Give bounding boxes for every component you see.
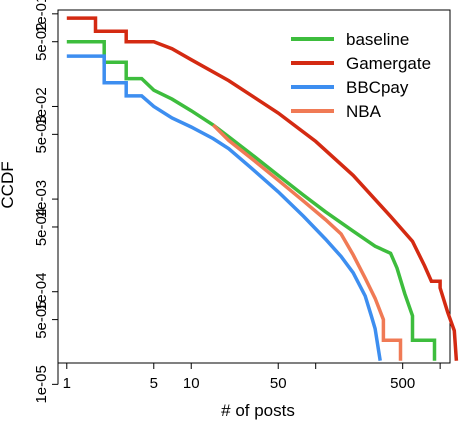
x-tick-label: 1 bbox=[63, 375, 71, 392]
legend-label-bbcpay: BBCpay bbox=[346, 78, 409, 97]
y-tick-label: 5e-04 bbox=[33, 208, 50, 246]
series-layer bbox=[66, 16, 459, 361]
series-line-gamergate bbox=[66, 16, 459, 361]
series-line-bbcpay bbox=[66, 54, 382, 361]
legend-label-baseline: baseline bbox=[346, 30, 409, 49]
y-tick-label: 1e-03 bbox=[33, 180, 50, 218]
legend-label-gamergate: Gamergate bbox=[346, 54, 431, 73]
y-tick-label: 1e-04 bbox=[33, 273, 50, 311]
x-axis-title: # of posts bbox=[221, 401, 295, 420]
x-tick-label: 10 bbox=[183, 375, 200, 392]
series-line-baseline bbox=[66, 39, 437, 361]
y-tick-label: 1e-02 bbox=[33, 87, 50, 125]
y-tick-label: 5e-03 bbox=[33, 115, 50, 153]
x-tick-label: 50 bbox=[270, 375, 287, 392]
y-tick-label: 1e-05 bbox=[33, 365, 50, 403]
y-axis-title: CCDF bbox=[0, 161, 17, 208]
y-tick-label: 1e-01 bbox=[33, 0, 50, 33]
y-tick-label: 5e-05 bbox=[33, 300, 50, 338]
x-tick-label: 5 bbox=[150, 375, 158, 392]
series-line-nba bbox=[211, 123, 403, 361]
legend: baseline Gamergate BBCpay NBA bbox=[291, 30, 431, 121]
x-tick-label: 500 bbox=[390, 375, 415, 392]
legend-label-nba: NBA bbox=[346, 102, 382, 121]
x-axis: 1 5 10 50 500 bbox=[63, 362, 441, 392]
y-tick-label: 5e-02 bbox=[33, 23, 50, 61]
